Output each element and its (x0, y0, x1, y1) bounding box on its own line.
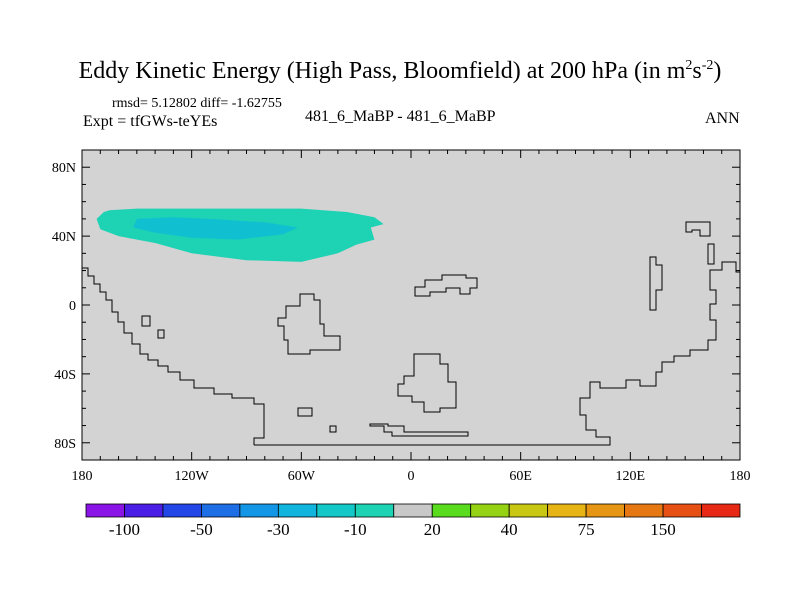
title-mid: s (692, 58, 702, 84)
coastline-12 (369, 423, 469, 437)
colorbar: -100 -50 -30 -10 20 40 75 150 (85, 503, 741, 539)
coastline-6 (277, 293, 341, 355)
colorbar-box-11 (508, 503, 549, 518)
colorbar-box-10 (470, 503, 510, 518)
coastline-11 (329, 425, 337, 433)
colorbar-box-9 (431, 503, 472, 518)
coastline-3 (707, 243, 715, 265)
coastline-7 (141, 315, 151, 327)
colorbar-box-15 (662, 503, 702, 518)
colorbar-label-0: -100 (109, 520, 140, 539)
colorbar-box-1 (124, 503, 164, 518)
x-tick-label-0: 180 (72, 469, 93, 484)
coastline-1 (254, 261, 740, 446)
map-area (82, 150, 740, 460)
coastline-2 (685, 221, 711, 237)
colorbar-label-5: 40 (501, 520, 518, 539)
y-tick-label-0: 80N (52, 161, 76, 176)
title-sup-2: -2 (701, 58, 714, 73)
y-tick-label-4: 80S (54, 437, 76, 452)
y-tick-label-2: 0 (69, 299, 76, 314)
colorbar-label-4: 20 (424, 520, 441, 539)
coastline-8 (157, 329, 165, 339)
colorbar-label-7: 150 (650, 520, 676, 539)
coastline-9 (397, 353, 457, 413)
x-tick-label-3: 0 (408, 469, 415, 484)
title-end: ) (713, 58, 722, 84)
colorbar-label-2: -30 (267, 520, 290, 539)
x-tick-label-2: 60W (288, 469, 316, 484)
x-tick-label-5: 120E (616, 469, 646, 484)
coastline-10 (297, 407, 313, 417)
coastline-0 (82, 267, 265, 445)
colorbar-label-3: -10 (344, 520, 367, 539)
colorbar-box-3 (201, 503, 241, 518)
title-sup-1: 2 (685, 58, 693, 73)
colorbar-box-7 (354, 503, 395, 518)
title-main: Eddy Kinetic Energy (High Pass, Bloomfie… (78, 58, 686, 84)
colorbar-box-13 (585, 503, 625, 518)
colorbar-box-4 (239, 503, 279, 518)
map-frame: 180 120W 60W 0 60E 120E 180 80N 40N 0 40S 80S (52, 149, 751, 484)
colorbar-box-5 (277, 503, 318, 518)
anomaly-region-1 (133, 217, 298, 240)
colorbar-box-16 (701, 503, 741, 518)
colorbar-box-8 (393, 503, 433, 518)
coastline-4 (649, 256, 663, 311)
y-tick-label-1: 40N (52, 230, 76, 245)
case-label: 481_6_MaBP - 481_6_MaBP (305, 108, 496, 125)
stats-label: rmsd= 5.12802 diff= -1.62755 (112, 96, 282, 111)
x-tick-label-4: 60E (509, 469, 532, 484)
colorbar-box-12 (547, 503, 587, 518)
chart-title: Eddy Kinetic Energy (High Pass, Bloomfie… (0, 58, 800, 85)
map-background (82, 150, 740, 460)
x-tick-label-6: 180 (730, 469, 751, 484)
colorbar-label-6: 75 (578, 520, 595, 539)
y-tick-label-3: 40S (54, 368, 76, 383)
colorbar-box-6 (316, 503, 356, 518)
x-tick-label-1: 120W (175, 469, 210, 484)
colorbar-box-14 (624, 503, 664, 518)
experiment-label: Expt = tfGWs-teYEs (83, 113, 218, 130)
colorbar-box-0 (85, 503, 125, 518)
coastlines (82, 221, 740, 446)
season-label: ANN (705, 110, 740, 127)
coastline-5 (414, 274, 478, 297)
colorbar-box-2 (162, 503, 202, 518)
colorbar-label-1: -50 (190, 520, 213, 539)
